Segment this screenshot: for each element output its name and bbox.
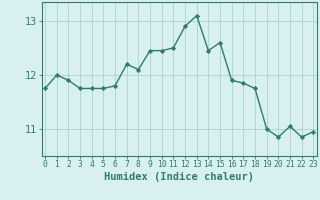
X-axis label: Humidex (Indice chaleur): Humidex (Indice chaleur): [104, 172, 254, 182]
